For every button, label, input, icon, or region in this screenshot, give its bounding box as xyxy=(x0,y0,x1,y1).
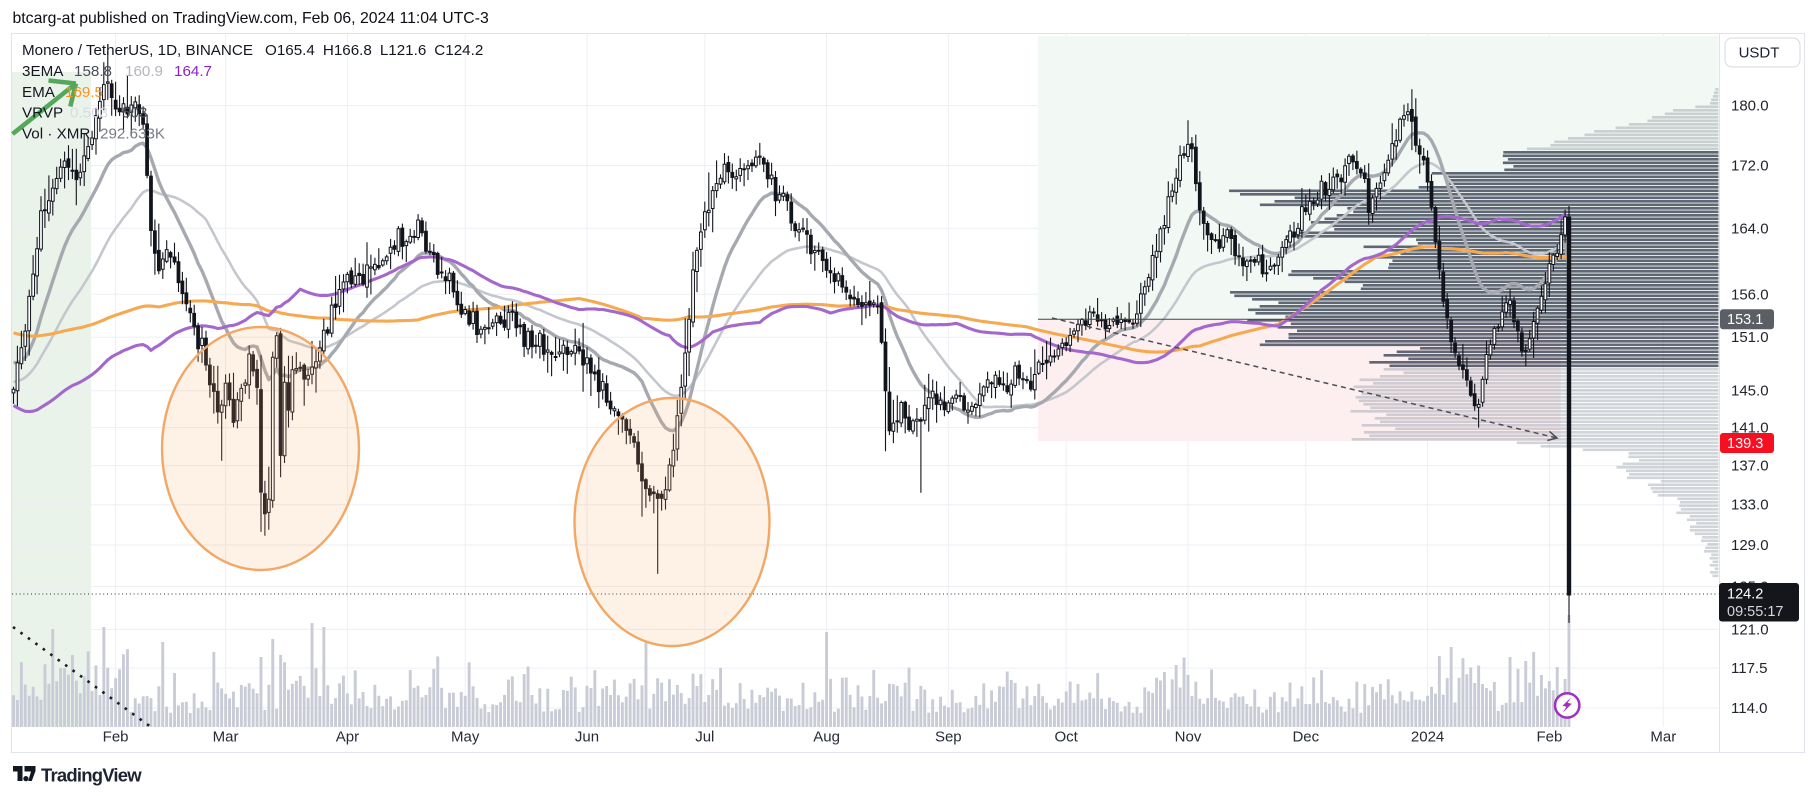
svg-text:139.3: 139.3 xyxy=(1727,436,1763,452)
svg-text:121.0: 121.0 xyxy=(1731,621,1769,638)
svg-text:VRVP: VRVP xyxy=(22,105,63,122)
svg-text:164.7: 164.7 xyxy=(174,63,212,80)
svg-text:117.5: 117.5 xyxy=(1731,660,1767,677)
svg-text:Sep: Sep xyxy=(935,729,962,746)
svg-text:180.0: 180.0 xyxy=(1731,98,1769,115)
svg-text:145.0: 145.0 xyxy=(1731,383,1769,400)
svg-text:Monero / TetherUS, 1D, BINANCE: Monero / TetherUS, 1D, BINANCE O165.4 H166… xyxy=(22,42,483,59)
svg-text:137.0: 137.0 xyxy=(1731,458,1769,475)
svg-text:3EMA: 3EMA xyxy=(22,63,64,80)
svg-text:Feb: Feb xyxy=(1536,729,1562,746)
svg-text:160.9: 160.9 xyxy=(125,63,163,80)
svg-text:503: 503 xyxy=(122,105,147,122)
svg-text:Feb: Feb xyxy=(103,729,129,746)
svg-text:292.633K: 292.633K xyxy=(100,126,165,143)
svg-text:Apr: Apr xyxy=(336,729,359,746)
svg-text:151.0: 151.0 xyxy=(1731,329,1769,346)
svg-text:0.503: 0.503 xyxy=(70,105,108,122)
svg-text:btcarg-at published on Trading: btcarg-at published on TradingView.com, … xyxy=(13,10,489,27)
svg-text:2024: 2024 xyxy=(1411,729,1444,746)
svg-text:Jun: Jun xyxy=(575,729,599,746)
svg-text:Mar: Mar xyxy=(1650,729,1676,746)
svg-text:Jul: Jul xyxy=(695,729,714,746)
svg-text:129.0: 129.0 xyxy=(1731,537,1769,554)
svg-text:169.5: 169.5 xyxy=(65,84,103,101)
svg-text:Vol · XMR: Vol · XMR xyxy=(22,126,90,143)
svg-text:156.0: 156.0 xyxy=(1731,286,1769,303)
svg-text:EMA: EMA xyxy=(22,84,56,101)
svg-text:158.8: 158.8 xyxy=(74,63,112,80)
svg-text:124.2: 124.2 xyxy=(1727,587,1763,603)
svg-text:153.1: 153.1 xyxy=(1727,312,1763,328)
svg-text:172.0: 172.0 xyxy=(1731,158,1769,175)
svg-text:114.0: 114.0 xyxy=(1731,700,1767,717)
svg-text:164.0: 164.0 xyxy=(1731,220,1769,237)
svg-text:Mar: Mar xyxy=(213,729,239,746)
svg-text:May: May xyxy=(451,729,480,746)
svg-text:USDT: USDT xyxy=(1739,45,1780,62)
svg-text:Oct: Oct xyxy=(1055,729,1079,746)
svg-text:Aug: Aug xyxy=(813,729,840,746)
svg-text:Dec: Dec xyxy=(1292,729,1319,746)
svg-text:Nov: Nov xyxy=(1175,729,1202,746)
svg-text:TradingView: TradingView xyxy=(41,765,142,786)
svg-text:09:55:17: 09:55:17 xyxy=(1727,604,1783,620)
svg-text:141.0: 141.0 xyxy=(1731,420,1769,437)
svg-text:133.0: 133.0 xyxy=(1731,497,1769,514)
